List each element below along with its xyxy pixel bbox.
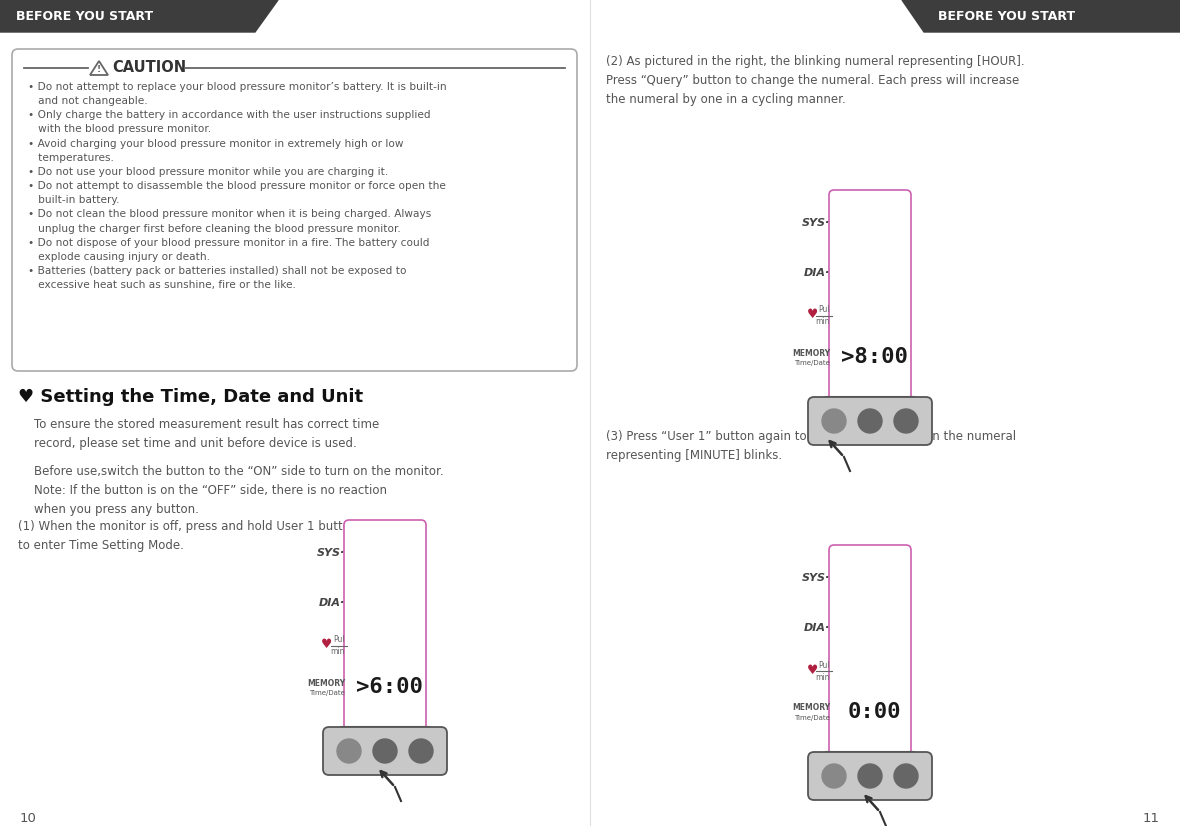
Text: min: min xyxy=(815,672,830,681)
FancyBboxPatch shape xyxy=(345,520,426,730)
Text: (1) When the monitor is off, press and hold User 1 button for 3s
to enter Time S: (1) When the monitor is off, press and h… xyxy=(18,520,394,552)
Text: Pul: Pul xyxy=(819,661,830,670)
Text: Before use,switch the button to the “ON” side to turn on the monitor.
Note: If t: Before use,switch the button to the “ON”… xyxy=(34,465,444,516)
Text: >6:00: >6:00 xyxy=(355,677,422,697)
Text: DIA·: DIA· xyxy=(804,623,830,633)
Circle shape xyxy=(894,409,918,433)
Circle shape xyxy=(822,409,846,433)
Text: CAUTION: CAUTION xyxy=(112,60,186,75)
Text: MEMORY: MEMORY xyxy=(792,349,830,358)
Text: Pul: Pul xyxy=(334,635,345,644)
Circle shape xyxy=(858,764,881,788)
Text: 11: 11 xyxy=(1143,812,1160,825)
Text: DIA·: DIA· xyxy=(804,268,830,278)
Circle shape xyxy=(409,739,433,763)
Text: • Do not attempt to replace your blood pressure monitor’s battery. It is built-i: • Do not attempt to replace your blood p… xyxy=(28,82,446,290)
Text: BEFORE YOU START: BEFORE YOU START xyxy=(17,10,153,22)
Circle shape xyxy=(373,739,396,763)
Text: DIA·: DIA· xyxy=(319,598,345,608)
FancyBboxPatch shape xyxy=(830,545,911,755)
Text: SYS·: SYS· xyxy=(801,218,830,228)
Text: Time/Date: Time/Date xyxy=(309,690,345,696)
Circle shape xyxy=(337,739,361,763)
Text: 0:00: 0:00 xyxy=(847,702,900,722)
FancyBboxPatch shape xyxy=(323,727,447,775)
Text: SYS·: SYS· xyxy=(801,573,830,583)
Text: MEMORY: MEMORY xyxy=(307,678,345,687)
Text: (3) Press “User 1” button again to confirm [HOUR]. Then the numeral
representing: (3) Press “User 1” button again to confi… xyxy=(607,430,1016,462)
FancyBboxPatch shape xyxy=(808,752,932,800)
Text: To ensure the stored measurement result has correct time
record, please set time: To ensure the stored measurement result … xyxy=(34,418,379,450)
Polygon shape xyxy=(902,0,1180,32)
Text: Time/Date: Time/Date xyxy=(794,360,830,366)
Text: !: ! xyxy=(97,64,101,74)
Text: BEFORE YOU START: BEFORE YOU START xyxy=(938,10,1075,22)
Text: (2) As pictured in the right, the blinking numeral representing [HOUR].
Press “Q: (2) As pictured in the right, the blinki… xyxy=(607,55,1024,106)
Text: ♥ Setting the Time, Date and Unit: ♥ Setting the Time, Date and Unit xyxy=(18,388,363,406)
FancyBboxPatch shape xyxy=(808,397,932,445)
Text: MEMORY: MEMORY xyxy=(792,704,830,713)
Text: 10: 10 xyxy=(20,812,37,825)
Text: min: min xyxy=(815,317,830,326)
Circle shape xyxy=(894,764,918,788)
Circle shape xyxy=(858,409,881,433)
Text: Time/Date: Time/Date xyxy=(794,715,830,721)
Text: ♥: ♥ xyxy=(321,638,333,652)
Text: Pul: Pul xyxy=(819,306,830,315)
Circle shape xyxy=(822,764,846,788)
Text: SYS·: SYS· xyxy=(316,548,345,558)
FancyBboxPatch shape xyxy=(12,49,577,371)
Text: >8:00: >8:00 xyxy=(840,347,907,367)
Polygon shape xyxy=(0,0,278,32)
FancyBboxPatch shape xyxy=(830,190,911,400)
Text: ♥: ♥ xyxy=(806,308,818,321)
Text: min: min xyxy=(330,648,345,657)
Text: ♥: ♥ xyxy=(806,663,818,676)
